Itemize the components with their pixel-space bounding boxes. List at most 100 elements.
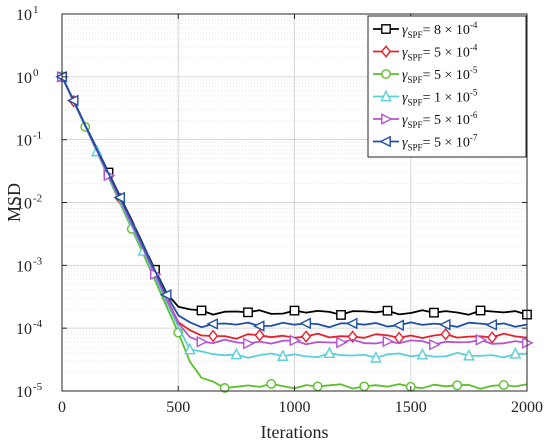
- legend-label: γSPF= 1 × 10-5: [402, 88, 478, 108]
- legend-label-part: SPF: [408, 30, 423, 40]
- x-tick-label: 1000: [279, 399, 311, 416]
- y-tick-base: 10: [16, 321, 32, 338]
- legend-label-part: -5: [470, 88, 478, 98]
- y-tick-base: 10: [16, 70, 32, 87]
- series-marker: [336, 336, 348, 349]
- y-tick-exponent: -1: [33, 130, 42, 142]
- y-tick-label: 10: [16, 196, 32, 213]
- legend-label-part: SPF: [408, 98, 423, 108]
- series-marker: [475, 305, 486, 316]
- legend-label: γSPF= 5 × 10-6: [402, 110, 478, 130]
- legend-swatch-marker: [381, 113, 393, 125]
- series-marker: [429, 307, 439, 318]
- series-marker: [392, 319, 405, 332]
- legend-label-part: γ: [402, 136, 408, 151]
- legend-label-part: γ: [402, 68, 408, 83]
- series-marker: [254, 328, 265, 342]
- y-tick-exponent: 1: [33, 4, 39, 16]
- legend-item: γSPF= 5 × 10-5: [373, 65, 478, 85]
- series-marker: [299, 317, 312, 330]
- legend-label-part: = 5 × 10: [423, 113, 470, 128]
- x-axis-title: Iterations: [261, 422, 329, 442]
- legend-item: γSPF= 8 × 10-4: [373, 20, 478, 40]
- series-marker: [289, 334, 302, 347]
- y-tick-exponent: -4: [33, 318, 43, 330]
- series-marker: [252, 320, 265, 332]
- legend-label-part: γ: [402, 113, 408, 128]
- series-marker: [336, 310, 346, 320]
- series-marker: [196, 335, 209, 348]
- legend-swatch-marker: [381, 24, 391, 34]
- y-tick-label: 10: [16, 258, 32, 275]
- x-tick-label: 1500: [395, 399, 427, 416]
- legend-label-part: = 5 × 10: [423, 68, 470, 83]
- y-tick-label: 10: [16, 384, 32, 401]
- legend-label-part: -6: [470, 110, 478, 120]
- legend-label-part: -4: [470, 43, 478, 53]
- y-tick-exponent: 0: [33, 67, 39, 79]
- series-marker: [359, 381, 370, 392]
- series-marker: [66, 94, 79, 107]
- series-marker: [113, 191, 126, 204]
- x-tick-label: 500: [166, 399, 190, 416]
- series-marker: [475, 334, 488, 346]
- series-marker: [196, 305, 207, 316]
- legend-swatch-marker: [380, 45, 392, 58]
- legend-label-part: = 5 × 10: [423, 136, 470, 151]
- legend-label-part: -7: [470, 133, 478, 143]
- series-marker: [312, 381, 323, 392]
- legend-item: γSPF= 5 × 10-4: [373, 43, 478, 63]
- legend-swatch-marker: [379, 135, 391, 148]
- legend-label-part: = 8 × 10: [423, 23, 470, 38]
- legend-label-part: -4: [470, 20, 478, 30]
- y-tick-base: 10: [16, 258, 32, 275]
- series-marker: [230, 347, 243, 360]
- legend-item: γSPF= 1 × 10-5: [373, 88, 478, 108]
- series-marker: [208, 329, 219, 343]
- legend-item: γSPF= 5 × 10-6: [373, 110, 478, 130]
- y-tick-exponent: -3: [33, 255, 43, 267]
- legend-label: γSPF= 8 × 10-4: [402, 20, 478, 40]
- series-marker: [382, 305, 393, 316]
- legend-label-part: -5: [470, 65, 478, 75]
- y-tick-exponent: -5: [33, 381, 43, 393]
- series-marker: [323, 346, 336, 359]
- y-tick-label: 10: [16, 133, 32, 150]
- legend-label-part: = 1 × 10: [423, 91, 470, 106]
- legend-label: γSPF= 5 × 10-4: [402, 43, 478, 63]
- series-marker: [184, 342, 196, 355]
- series-marker: [301, 330, 312, 343]
- series-marker: [438, 318, 451, 331]
- y-tick-label: 10: [16, 321, 32, 338]
- y-axis-title: MSD: [4, 183, 24, 222]
- series-marker: [463, 348, 475, 361]
- series-marker: [243, 337, 255, 350]
- series-marker: [440, 327, 451, 341]
- legend-label-part: γ: [402, 23, 408, 38]
- y-tick-label: 10: [16, 7, 32, 24]
- legend-swatch-marker: [381, 69, 391, 79]
- series-marker: [487, 331, 498, 344]
- series-marker: [382, 335, 395, 348]
- x-tick-label: 0: [58, 399, 66, 416]
- series-marker: [206, 318, 219, 330]
- legend-label-part: γ: [402, 91, 408, 106]
- series-marker: [452, 380, 463, 391]
- series-marker: [429, 338, 441, 351]
- series-marker: [370, 351, 382, 363]
- series-marker: [219, 383, 230, 393]
- series-marker: [498, 380, 509, 390]
- y-tick-exponent: -2: [33, 193, 42, 205]
- legend-label-part: γ: [402, 46, 408, 61]
- legend-label-part: SPF: [408, 143, 423, 153]
- series-marker: [509, 346, 522, 359]
- legend-item: γSPF= 5 × 10-7: [373, 133, 478, 153]
- legend-box: [367, 15, 527, 158]
- series-marker: [416, 347, 429, 360]
- y-tick-label: 10: [16, 70, 32, 87]
- series-6: [55, 71, 528, 332]
- y-tick-base: 10: [16, 196, 32, 213]
